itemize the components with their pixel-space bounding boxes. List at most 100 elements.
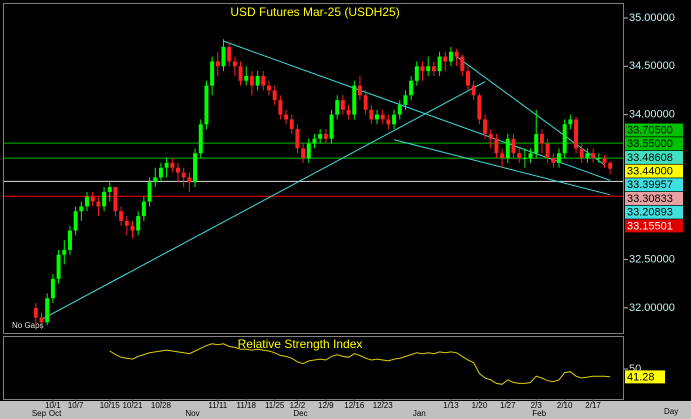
candle-body [164,162,169,168]
candle-body [193,153,198,183]
value-label-box [625,192,683,205]
candle-body [50,278,55,299]
candle-body [448,51,453,62]
candle-body [119,211,124,221]
candle-body [585,153,590,159]
value-label: 33.44000 [627,166,673,178]
rsi-value-label: 41.28 [627,371,655,383]
candle-body [232,61,237,67]
x-tick-label: 1/27 [500,401,516,410]
value-label-box [625,219,683,233]
value-label: 33.55000 [627,138,673,150]
candle-body [346,109,351,115]
candle-body [312,138,317,144]
candle-body [141,201,146,217]
month-label: Feb [532,409,546,418]
value-label: 33.30833 [627,193,673,205]
candle-body [102,191,107,207]
candle-body [511,138,516,154]
candle-body [124,220,129,226]
value-label: 33.15501 [627,220,673,232]
candle-body [562,124,567,154]
rsi-value-box [625,370,665,384]
candle-body [466,71,470,86]
candle-body [136,216,141,231]
candle-body [551,158,556,163]
candle-body [227,46,232,62]
candle-body [187,177,192,183]
candle-body [483,119,488,134]
value-label: 33.39957 [627,179,673,191]
value-label-box [625,164,683,178]
candle-body [539,133,544,144]
candle-body [534,133,539,154]
candle-body [500,153,505,159]
value-label-box [625,205,683,219]
x-tick-label: 10/1 [45,401,61,410]
y-tick-label: 32.00000 [629,302,675,314]
candle-body [517,153,522,159]
x-tick-label: 10/28 [151,401,172,410]
candle-body [255,75,260,86]
candle-body [608,162,613,169]
candle-body [426,66,431,72]
candle-body [579,148,584,159]
month-label: Dec [293,409,307,418]
x-tick-label: 11/11 [208,401,227,410]
price-panel [3,3,624,334]
candle-body [215,61,220,67]
candle-body [62,249,67,255]
candle-body [278,100,283,115]
candle-body [170,162,175,168]
candle-body [238,66,243,81]
x-tick-label: 10/15 [100,401,121,410]
value-label-box [625,178,683,192]
candle-body [306,143,311,159]
x-tick-label: 12/2 [290,401,306,410]
candle-body [568,119,573,125]
candle-body [420,66,425,72]
candle-body [386,119,391,125]
candle-body [414,66,419,81]
trendline [456,56,605,166]
month-label: Oct [49,409,62,418]
candle-body [266,85,271,91]
candle-body [210,61,215,86]
candle-body [221,46,226,67]
period-label: Day [664,407,678,416]
candle-body [556,153,561,163]
candle-body [392,114,397,125]
candle-body [494,138,499,154]
x-tick-label: 1/13 [443,401,459,410]
candle-body [295,129,300,149]
x-tick-label: 11/18 [237,401,257,410]
x-tick-label: 12/23 [373,401,394,410]
candle-body [181,172,186,178]
candle-body [45,298,50,323]
candle-body [153,177,158,183]
candle-body [96,201,101,207]
candle-body [403,95,408,105]
candle-body [284,114,289,120]
candle-body [176,167,180,173]
candle-body [261,75,266,86]
candle-body [528,153,533,159]
candle-body [545,143,550,159]
candle-body [471,85,476,96]
candle-body [39,317,44,323]
candle-body [107,187,112,192]
candle-body [85,196,90,207]
candle-body [79,206,84,212]
candle-body [352,85,357,115]
candle-body [340,100,345,110]
candle-body [147,182,152,202]
candle-body [198,124,203,154]
y-tick-label: 32.50000 [629,253,675,265]
value-label: 33.70500 [627,124,673,136]
month-label: Nov [185,409,199,418]
candle-body [67,230,72,250]
candle-body [454,51,459,57]
candle-body [443,56,448,62]
rsi-panel [3,336,624,400]
